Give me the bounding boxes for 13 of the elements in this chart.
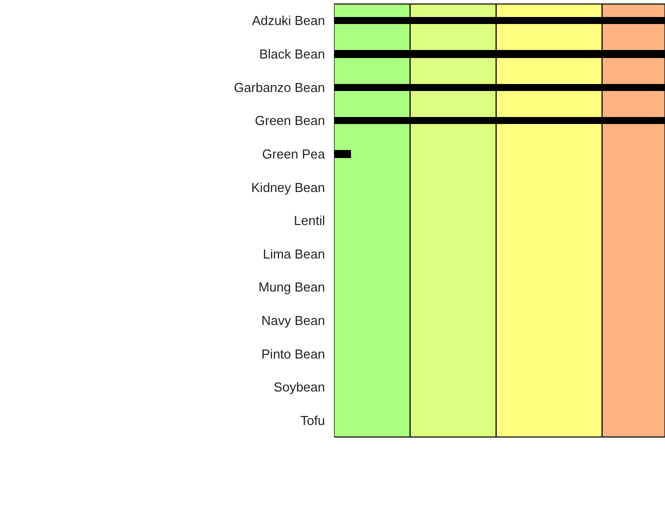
y-tick-label: Pinto Bean <box>261 346 325 362</box>
y-tick-label: Black Bean <box>259 46 325 62</box>
y-tick-label: Adzuki Bean <box>252 13 325 28</box>
y-tick-label: Mung Bean <box>258 280 325 295</box>
y-tick-label: Lentil <box>294 213 326 228</box>
y-tick-label: Kidney Bean <box>251 180 325 195</box>
y-tick-label: Tofu <box>300 412 325 428</box>
y-tick-label: Green Bean <box>254 113 325 128</box>
y-tick-label: Garbanzo Bean <box>234 80 325 95</box>
y-tick-label: Soybean <box>274 380 325 395</box>
y-tick-label: Green Pea <box>262 146 326 162</box>
y-tick-label: Lima Bean <box>262 246 325 262</box>
y-tick-label: Navy Bean <box>261 312 325 328</box>
